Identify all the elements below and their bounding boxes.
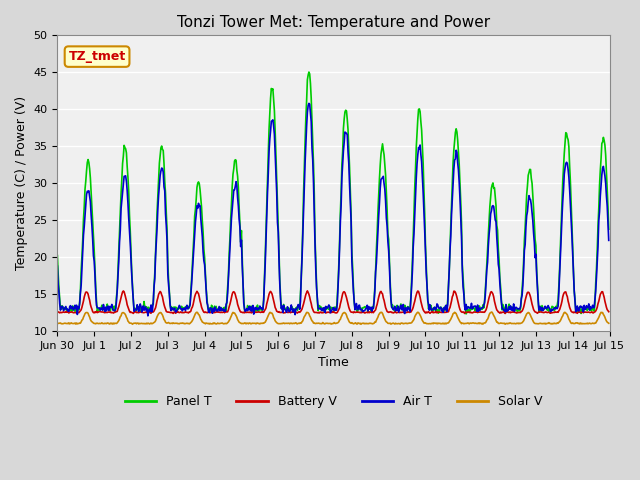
Battery V: [501, 311, 509, 316]
Panel T: [401, 302, 408, 308]
X-axis label: Time: Time: [318, 356, 349, 369]
Panel T: [63, 309, 71, 315]
Solar V: [176, 321, 184, 326]
Solar V: [63, 321, 71, 326]
Solar V: [488, 309, 495, 315]
Air T: [402, 305, 410, 311]
Air T: [63, 306, 71, 312]
Line: Battery V: Battery V: [58, 291, 609, 313]
Panel T: [120, 143, 128, 148]
Solar V: [357, 321, 365, 327]
Battery V: [176, 310, 184, 315]
Panel T: [176, 306, 184, 312]
Battery V: [303, 288, 311, 294]
Battery V: [63, 309, 71, 314]
Battery V: [417, 299, 425, 304]
Y-axis label: Temperature (C) / Power (V): Temperature (C) / Power (V): [15, 96, 28, 270]
Solar V: [205, 321, 213, 327]
Battery V: [605, 309, 612, 314]
Legend: Panel T, Battery V, Air T, Solar V: Panel T, Battery V, Air T, Solar V: [120, 390, 547, 413]
Solar V: [417, 314, 425, 320]
Air T: [54, 263, 61, 269]
Air T: [144, 313, 152, 319]
Line: Panel T: Panel T: [58, 72, 609, 314]
Panel T: [305, 69, 313, 75]
Text: TZ_tmet: TZ_tmet: [68, 50, 125, 63]
Line: Solar V: Solar V: [58, 312, 609, 324]
Panel T: [54, 252, 61, 258]
Air T: [177, 306, 185, 312]
Panel T: [417, 119, 425, 125]
Line: Air T: Air T: [58, 103, 609, 316]
Panel T: [462, 311, 470, 317]
Battery V: [120, 289, 128, 295]
Air T: [418, 159, 426, 165]
Air T: [605, 238, 612, 243]
Panel T: [205, 307, 213, 313]
Air T: [305, 100, 313, 106]
Solar V: [401, 321, 408, 326]
Solar V: [54, 321, 61, 326]
Solar V: [120, 310, 128, 316]
Panel T: [605, 227, 612, 232]
Title: Tonzi Tower Met: Temperature and Power: Tonzi Tower Met: Temperature and Power: [177, 15, 490, 30]
Battery V: [54, 309, 61, 315]
Battery V: [205, 309, 213, 314]
Solar V: [605, 320, 612, 326]
Battery V: [401, 310, 408, 315]
Air T: [120, 173, 128, 179]
Air T: [206, 306, 214, 312]
